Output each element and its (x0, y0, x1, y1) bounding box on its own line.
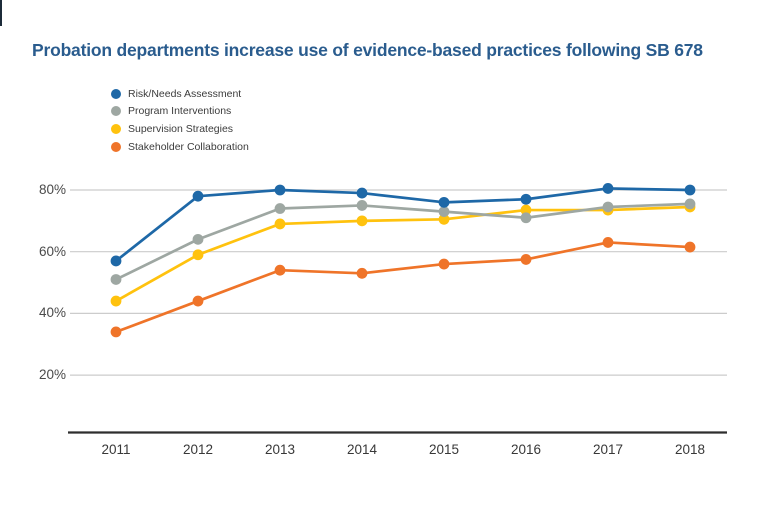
data-point (274, 218, 286, 230)
series-line-1 (114, 202, 692, 281)
data-point (520, 212, 532, 224)
data-point (684, 198, 696, 210)
legend-label: Supervision Strategies (128, 122, 234, 135)
data-point (192, 233, 204, 245)
y-tick-80: 80% (38, 182, 66, 197)
data-point (520, 204, 532, 216)
x-tick-2015: 2015 (428, 442, 460, 457)
x-tick-2013: 2013 (264, 442, 296, 457)
legend-item-risk-needs-assessment: Risk/Needs Assessment (111, 85, 249, 103)
x-tick-2016: 2016 (510, 442, 542, 457)
y-tick-20: 20% (38, 367, 66, 383)
data-point (356, 267, 368, 279)
data-point (438, 196, 450, 208)
data-point (520, 254, 532, 265)
data-point (602, 183, 614, 194)
data-point (684, 241, 696, 253)
data-point (356, 215, 368, 227)
legend-item-stakeholder-collaboration: Stakeholder Collaboration (111, 138, 249, 156)
legend-label: Risk/Needs Assessment (128, 87, 242, 100)
data-point (356, 200, 368, 211)
legend-item-program-interventions: Program Interventions (111, 103, 249, 121)
x-tick-2012: 2012 (182, 442, 214, 457)
legend-item-supervision-strategies: Supervision Strategies (111, 120, 249, 138)
data-point (438, 258, 450, 270)
data-point (110, 295, 122, 307)
data-point (602, 201, 614, 213)
x-tick-2011: 2011 (101, 442, 131, 457)
y-tick-60: 60% (38, 243, 66, 259)
data-point (274, 184, 286, 196)
data-point (438, 213, 450, 225)
legend-dot-icon (111, 141, 121, 152)
corner-mark (0, 0, 2, 26)
data-point (192, 249, 204, 261)
legend-dot-icon (111, 106, 121, 117)
data-point (602, 237, 614, 248)
data-point (520, 193, 532, 205)
data-point (110, 326, 122, 338)
data-point (684, 184, 696, 196)
data-point (192, 295, 204, 307)
data-point (356, 187, 368, 199)
x-tick-2017: 2017 (592, 442, 624, 457)
x-tick-2014: 2014 (346, 442, 378, 457)
data-point (192, 190, 204, 202)
data-point (274, 203, 286, 214)
y-tick-40: 40% (38, 305, 66, 321)
data-point (110, 255, 122, 267)
legend-dot-icon (111, 123, 121, 134)
series-line-3 (114, 241, 692, 334)
data-point (110, 274, 122, 285)
data-point (438, 206, 450, 217)
series-line-0 (114, 187, 692, 263)
data-point (274, 264, 286, 276)
x-tick-2018: 2018 (674, 442, 706, 457)
legend: Risk/Needs Assessment Program Interventi… (111, 85, 249, 155)
legend-label: Program Interventions (128, 105, 232, 118)
legend-dot-icon (111, 88, 121, 99)
legend-label: Stakeholder Collaboration (128, 140, 249, 153)
chart-title: Probation departments increase use of ev… (32, 40, 703, 60)
